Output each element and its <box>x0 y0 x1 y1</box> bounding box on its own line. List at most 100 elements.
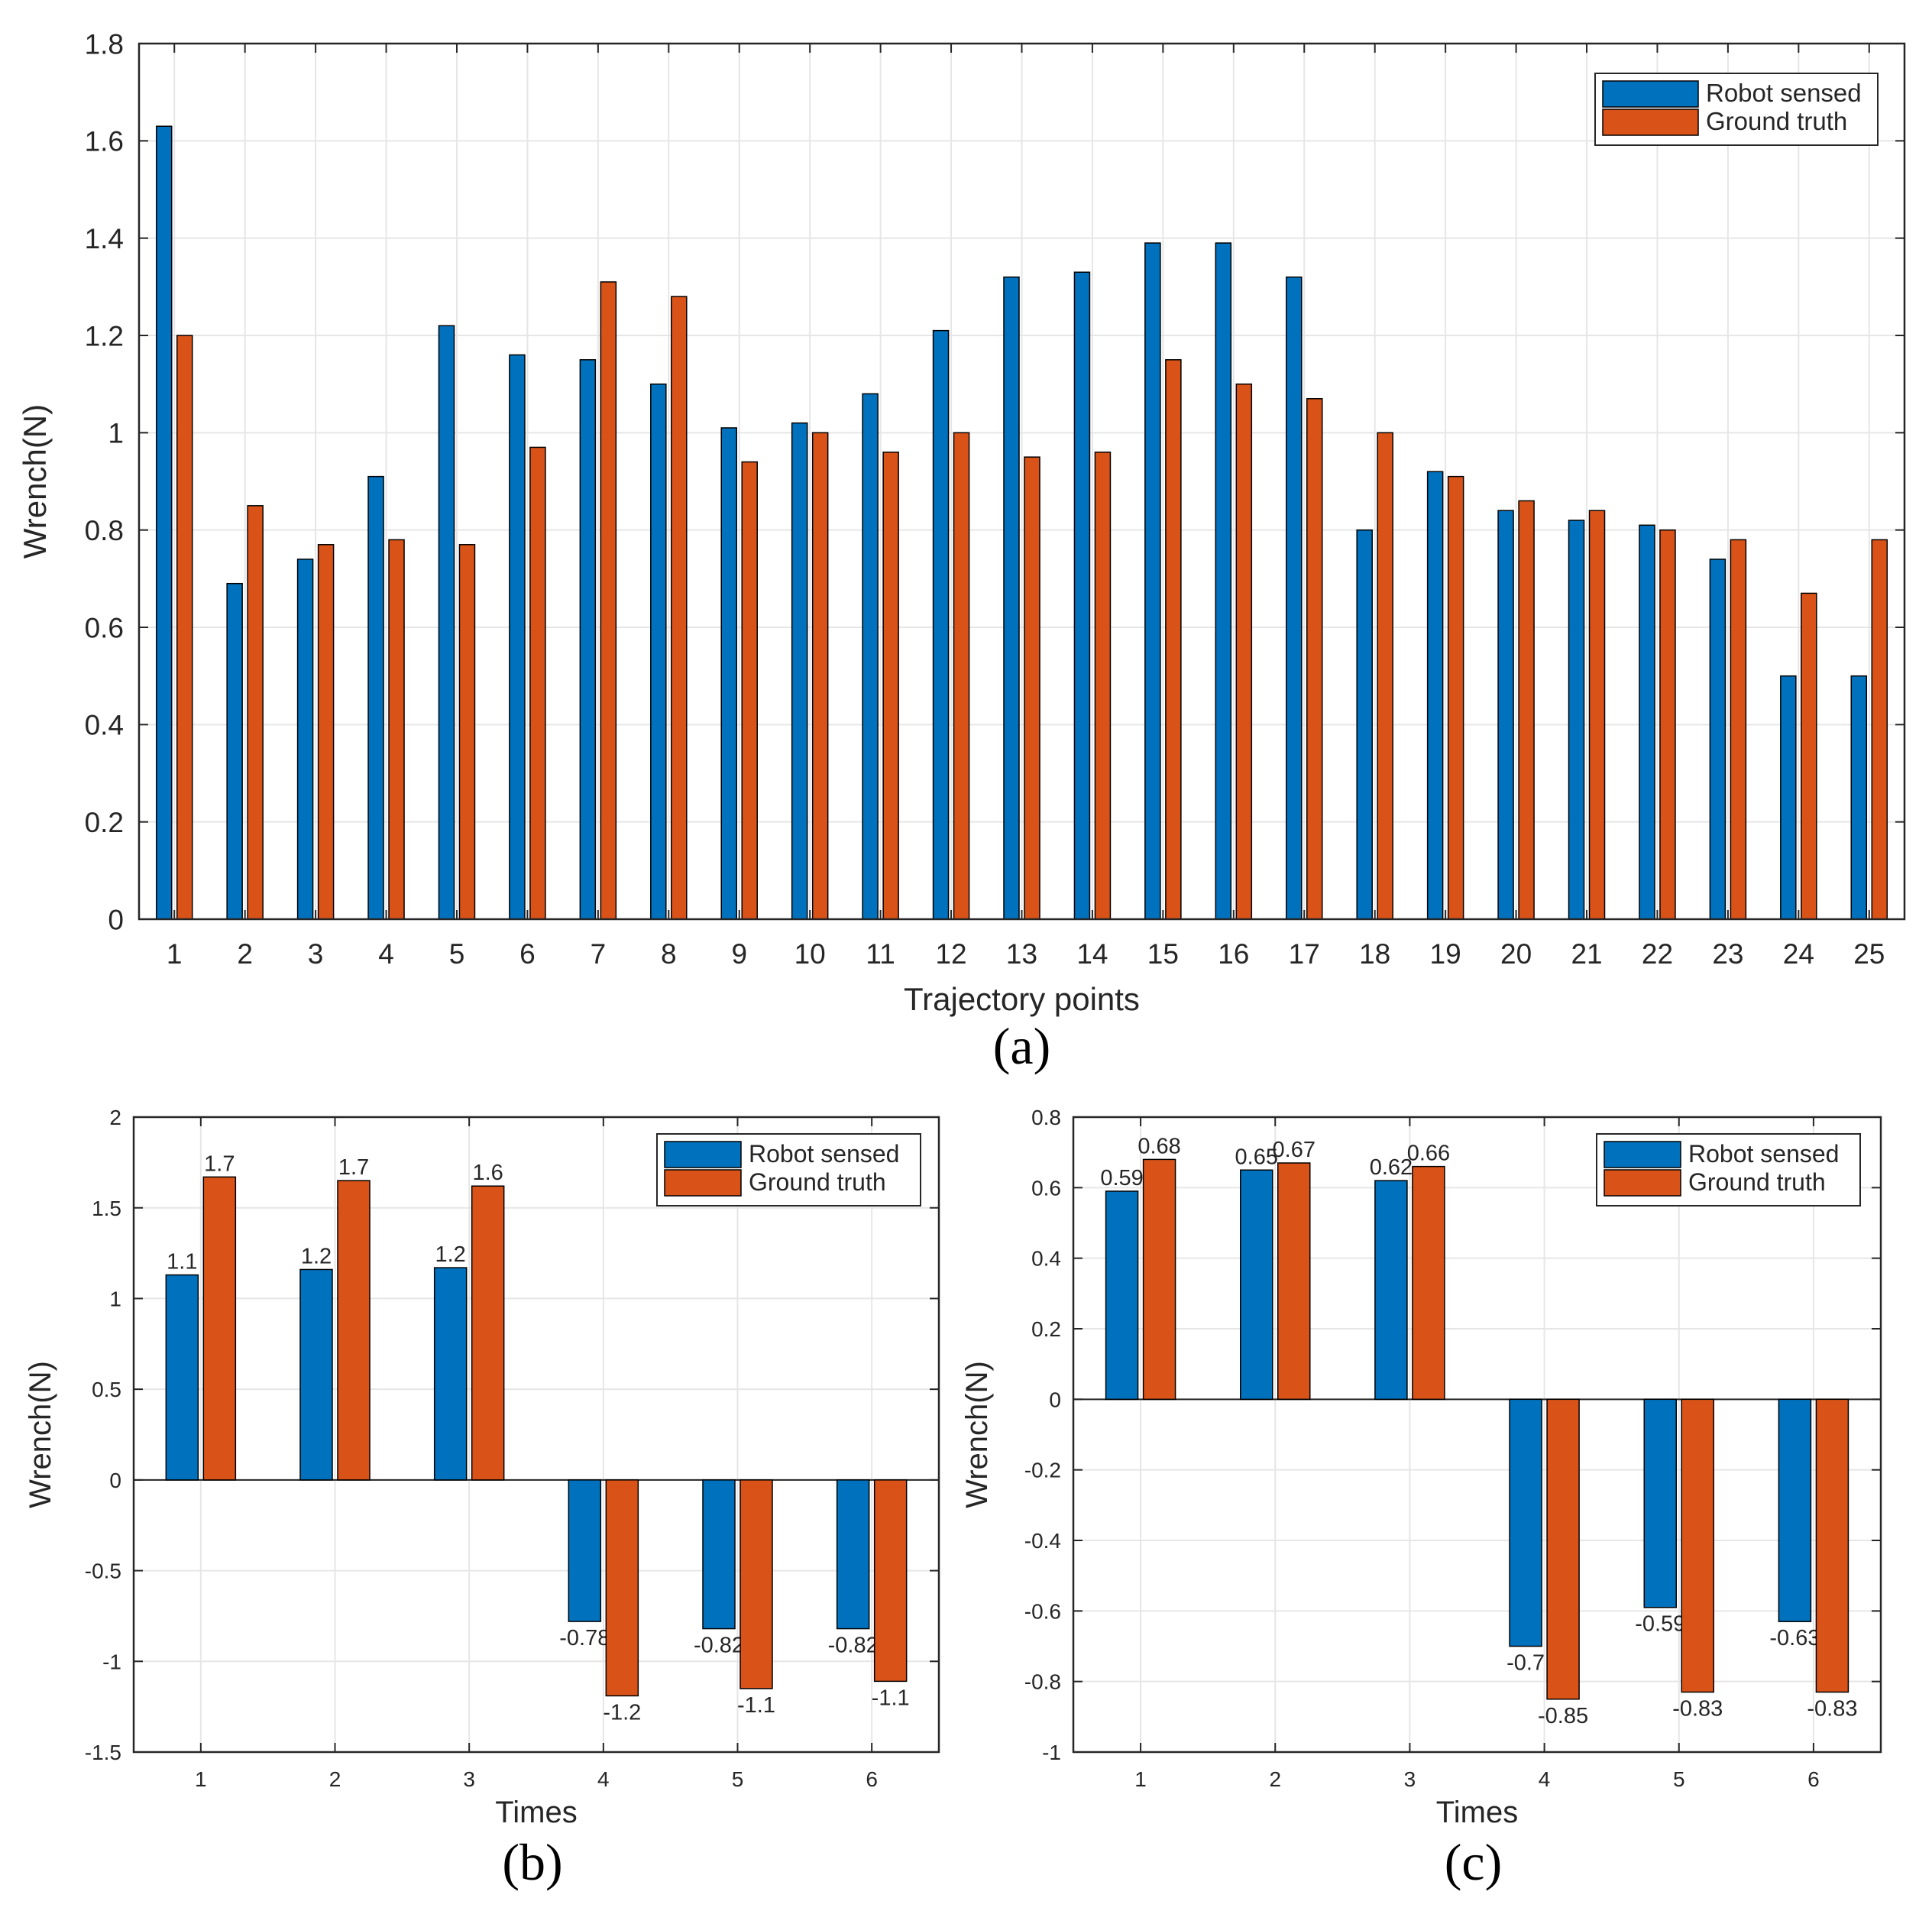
x-ticks: 1 2 3 4 5 6 7 8 9 10 11 12 13 14 15 16 17 18 19 20 21 22 23 24 2… <box>167 44 1885 970</box>
x-tick-label: 8 <box>661 938 677 970</box>
ground-truth-bar <box>739 1479 773 1689</box>
y-ticks: -1.5 -1 -0.5 0 0.5 1 1.5 2 <box>85 1106 939 1764</box>
ground-truth-bar <box>953 432 970 920</box>
ground-truth-bar <box>337 1180 371 1481</box>
legend-label: Robot sensed <box>1688 1140 1839 1168</box>
ground-truth-bar <box>882 452 899 920</box>
ground-truth-bar <box>1165 359 1182 920</box>
robot-sensed-bar <box>1426 471 1444 920</box>
robot-sensed-bar <box>433 1267 468 1481</box>
ground-truth-bar <box>1801 592 1817 920</box>
x-tick-label: 17 <box>1289 938 1320 970</box>
x-tick-label: 5 <box>449 938 465 970</box>
x-tick-label: 2 <box>1269 1767 1281 1791</box>
y-ticks: 0 0.2 0.4 0.6 0.8 1 1.2 1.4 1.6 1.8 <box>85 28 1904 935</box>
robot-sensed-bar <box>702 1479 736 1630</box>
legend-swatch <box>1602 109 1699 136</box>
robot-sensed-bar <box>650 383 667 920</box>
x-tick-label: 24 <box>1783 938 1814 970</box>
y-tick-label: -1.5 <box>85 1741 121 1764</box>
x-tick-label: 18 <box>1359 938 1390 970</box>
y-tick-label: 0 <box>1049 1388 1061 1411</box>
chart-b: 1.1 1.2 1.2-0.78 -0.82 -0.821.7 1.7 1.6-1.2 -1.… <box>24 1106 940 1891</box>
grid <box>134 1116 939 1753</box>
robot-sensed-bar <box>791 422 808 920</box>
data-label: 0.59 <box>1100 1166 1143 1190</box>
ground-truth-bar <box>1235 383 1253 920</box>
data-label: 0.65 <box>1235 1145 1278 1169</box>
x-tick-label: 4 <box>378 938 394 970</box>
x-tick-label: 12 <box>935 938 966 970</box>
data-label: 1.6 <box>473 1161 503 1185</box>
x-tick-label: 10 <box>794 938 826 970</box>
robot-sensed-bar <box>438 325 455 920</box>
y-tick-label: -0.6 <box>1024 1599 1061 1623</box>
ground-truth-bar <box>1588 510 1606 920</box>
ground-truth-bar <box>1681 1398 1714 1693</box>
x-tick-label: 9 <box>731 938 747 970</box>
robot-sensed-bar <box>367 475 384 920</box>
y-axis-label: Wrench(N) <box>960 1361 994 1508</box>
ground-truth-bar <box>388 539 405 920</box>
y-tick-label: 2 <box>109 1106 121 1129</box>
ground-truth-bar <box>1412 1165 1445 1401</box>
legend-label: Ground truth <box>1688 1168 1826 1196</box>
ground-truth-bar <box>1277 1162 1311 1401</box>
x-tick-label: 3 <box>308 938 324 970</box>
robot-sensed-bar <box>1105 1190 1139 1401</box>
ground-truth-bar <box>1447 475 1464 920</box>
y-tick-label: -0.2 <box>1024 1459 1061 1482</box>
legend-swatch <box>664 1169 742 1197</box>
ground-truth-bar <box>605 1479 639 1697</box>
y-tick-label: -1 <box>102 1650 121 1673</box>
robot-sensed-bar <box>1778 1398 1812 1622</box>
data-label: 0.62 <box>1370 1155 1413 1180</box>
x-tick-label: 5 <box>732 1767 744 1791</box>
robot-sensed-bar <box>1240 1169 1273 1401</box>
y-tick-label: 1 <box>109 1287 121 1311</box>
robot-sensed-bar <box>1780 675 1797 920</box>
data-label: -0.7 <box>1506 1651 1545 1676</box>
robot-sensed-bar <box>1003 276 1020 920</box>
robot-sensed-bar <box>1850 675 1868 920</box>
ground-truth-bar <box>1306 398 1323 920</box>
x-tick-label: 7 <box>591 938 607 970</box>
robot-sensed-bar <box>579 359 597 920</box>
panel-label: (c) <box>1445 1833 1502 1891</box>
axes-box <box>1072 1116 1882 1754</box>
y-tick-label: 0.2 <box>85 807 124 838</box>
chart-c: 0.590.65 0.62-0.7-0.59-0.630.68 0.67 0.66-0… <box>960 1106 1882 1891</box>
legend-swatch <box>664 1141 742 1168</box>
y-tick-label: 0.4 <box>1031 1247 1061 1271</box>
robot-sensed-bar <box>568 1479 602 1622</box>
y-tick-label: -0.8 <box>1024 1670 1061 1694</box>
ground-truth-bar <box>247 505 264 920</box>
y-axis-label: Wrench(N) <box>17 404 53 559</box>
x-tick-label: 6 <box>866 1767 878 1791</box>
y-tick-label: 0.5 <box>92 1378 121 1401</box>
robot-sensed-bar <box>1568 520 1585 920</box>
x-tick-label: 6 <box>519 938 536 970</box>
robot-sensed-bar <box>296 559 314 920</box>
x-tick-label: 23 <box>1712 938 1743 970</box>
data-label: -0.82 <box>828 1634 879 1658</box>
ground-truth-bar <box>1659 529 1676 920</box>
robot-sensed-bar <box>226 582 243 920</box>
data-label: 0.66 <box>1407 1142 1450 1166</box>
robot-sensed-bar <box>165 1274 199 1481</box>
data-label: 0.67 <box>1273 1138 1316 1162</box>
data-label: -0.83 <box>1672 1697 1723 1722</box>
legend-swatch <box>1604 1141 1681 1168</box>
y-tick-label: 1.6 <box>85 126 124 157</box>
x-tick-label: 6 <box>1807 1767 1820 1791</box>
ground-truth-bar <box>1518 500 1535 920</box>
ground-truth-bar <box>176 335 193 920</box>
data-label: -1.1 <box>737 1693 775 1718</box>
data-label: 1.2 <box>301 1244 332 1268</box>
data-label: 1.2 <box>435 1242 466 1267</box>
y-tick-label: 0.6 <box>1031 1176 1061 1200</box>
robot-sensed-bar <box>299 1268 333 1481</box>
bars: 1.1 1.2 1.2 -0.78 -0.82 -0.82 1.7 1.7 1.6 -1.2 -1.… <box>165 1151 910 1725</box>
panel-label: (a) <box>993 1017 1050 1075</box>
robot-sensed-bar <box>836 1479 870 1630</box>
